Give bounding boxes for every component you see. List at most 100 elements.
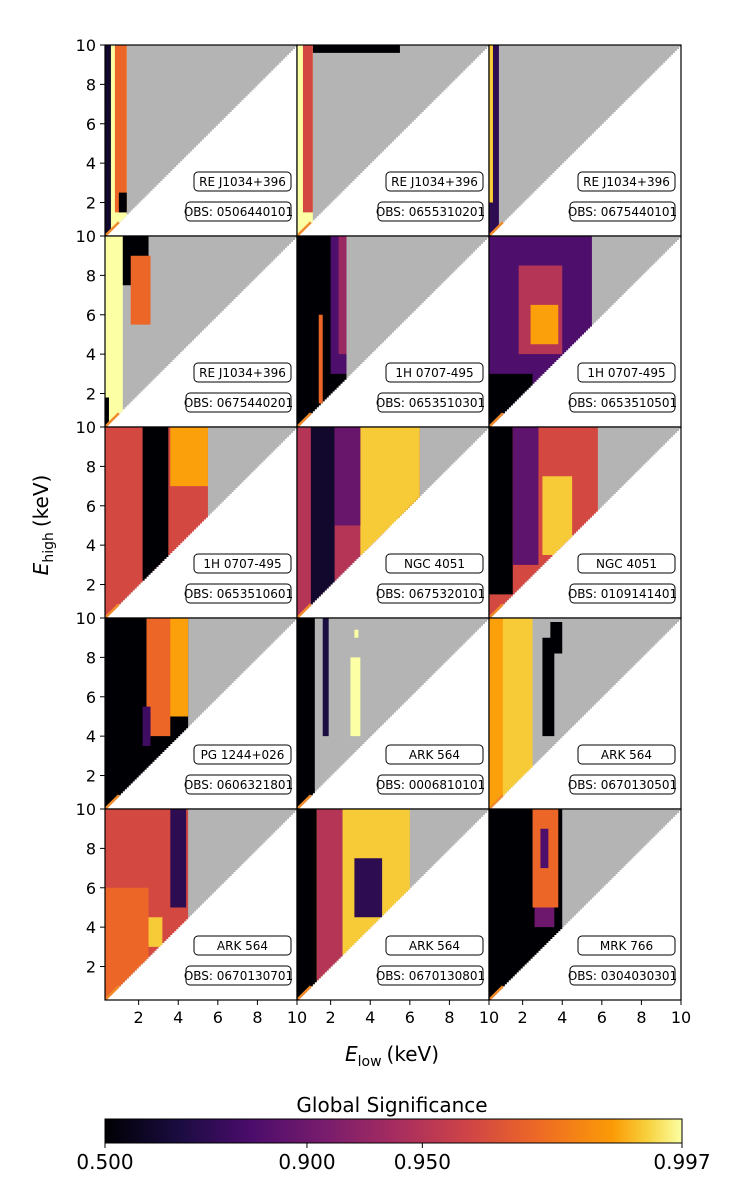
panel-frame <box>488 808 682 1001</box>
y-tick-label: 4 <box>86 154 96 173</box>
diagonal-line <box>489 221 504 236</box>
y-tick-label: 6 <box>86 688 96 707</box>
x-tick-label: 2 <box>326 1008 336 1027</box>
significance-region-3 <box>354 858 383 918</box>
colorbar <box>104 1118 683 1144</box>
significance-region-1 <box>105 397 109 427</box>
significance-region-2 <box>170 427 208 487</box>
significance-region-2 <box>550 621 563 654</box>
x-tick-label: 10 <box>287 1008 307 1027</box>
obs-box <box>185 392 292 413</box>
diagonal-line <box>489 412 504 427</box>
x-axis-label-unit: (keV) <box>387 1042 439 1066</box>
significance-region-1 <box>105 887 149 1000</box>
obs-label: OBS: 0109141401 <box>568 587 677 601</box>
obs-label: OBS: 0675440201 <box>184 396 293 410</box>
y-tick-label: 4 <box>86 918 96 937</box>
significance-region-2 <box>360 427 420 555</box>
y-axis-label-sub: high <box>41 532 57 563</box>
obs-label: OBS: 0670130701 <box>184 969 293 983</box>
y-axis-label: Ehigh (keV) <box>29 475 57 576</box>
significance-region-3 <box>318 314 323 404</box>
panel-8: NGC 4051 OBS: 0675320101 <box>296 426 490 619</box>
obs-label: OBS: 0653510501 <box>568 396 677 410</box>
x-tick-label: 8 <box>444 1008 454 1027</box>
source-label: ARK 564 <box>409 748 460 762</box>
significance-region-2 <box>146 618 171 737</box>
x-tick-label: 4 <box>557 1008 567 1027</box>
obs-box <box>185 774 292 795</box>
source-label: ARK 564 <box>217 939 268 953</box>
x-tick-label: 2 <box>518 1008 528 1027</box>
panel-13: ARK 564 OBS: 0670130701 2 4 6 8 10 2 4 6 8 10 <box>76 800 308 1027</box>
source-box <box>193 171 292 192</box>
colorbar-tick-label: 0.950 <box>394 1150 451 1174</box>
significance-region-2 <box>114 45 127 213</box>
significance-region-2 <box>534 907 555 928</box>
y-tick-label: 6 <box>86 879 96 898</box>
y-tick-label: 8 <box>86 266 96 285</box>
x-tick-label: 6 <box>597 1008 607 1027</box>
source-label: RE J1034+396 <box>199 366 286 380</box>
diagonal-line <box>297 603 312 618</box>
y-tick-label: 2 <box>86 958 96 977</box>
source-label: NGC 4051 <box>404 557 465 571</box>
diagonal-line <box>105 412 120 427</box>
masked-region <box>489 618 681 809</box>
significance-region-3 <box>489 373 533 427</box>
source-label: RE J1034+396 <box>583 175 670 189</box>
source-box <box>385 935 484 956</box>
panel-6: 1H 0707-495 OBS: 0653510501 <box>488 235 682 428</box>
source-box <box>193 553 292 574</box>
diagonal-line <box>489 794 504 809</box>
obs-label: OBS: 0675320101 <box>376 587 485 601</box>
diagonal-line <box>105 221 120 236</box>
obs-label: OBS: 0670130801 <box>376 969 485 983</box>
obs-box <box>569 583 676 604</box>
x-tick-label: 2 <box>134 1008 144 1027</box>
y-tick-label: 10 <box>76 609 96 628</box>
y-tick-label: 8 <box>86 75 96 94</box>
significance-region-3 <box>540 828 549 869</box>
obs-label: OBS: 0653510601 <box>184 587 293 601</box>
source-box <box>193 362 292 383</box>
obs-box <box>377 774 484 795</box>
source-label: 1H 0707-495 <box>203 557 281 571</box>
colorbar-title: Global Significance <box>296 1093 487 1117</box>
significance-region-1 <box>322 618 329 737</box>
source-box <box>385 171 484 192</box>
source-box <box>385 553 484 574</box>
panel-2: RE J1034+396 OBS: 0655310201 <box>296 44 490 237</box>
significance-region-1 <box>297 809 317 1000</box>
labels-layer: Ehigh (keV) Elow (keV) Global Significance… <box>29 475 711 1174</box>
y-axis-label-unit: (keV) <box>29 475 53 527</box>
y-tick-label: 2 <box>86 576 96 595</box>
masked-region <box>105 236 297 427</box>
source-box <box>385 362 484 383</box>
x-tick-label: 6 <box>405 1008 415 1027</box>
obs-box <box>569 201 676 222</box>
obs-label: OBS: 0006810101 <box>376 778 485 792</box>
colorbar-tick-label: 0.500 <box>76 1150 133 1174</box>
obs-label: OBS: 0606321801 <box>184 778 293 792</box>
diagonal-line <box>105 985 120 1000</box>
x-tick-label: 4 <box>365 1008 375 1027</box>
panel-9: NGC 4051 OBS: 0109141401 <box>488 426 682 619</box>
significance-region-3 <box>118 192 127 213</box>
masked-region <box>297 618 489 809</box>
y-axis-label-main: E <box>29 562 53 575</box>
significance-region-1 <box>542 637 555 737</box>
diagonal-line <box>105 603 120 618</box>
masked-region <box>297 45 489 236</box>
obs-box <box>185 583 292 604</box>
obs-box <box>569 774 676 795</box>
panel-1: RE J1034+396 OBS: 0506440101 2 4 6 8 10 <box>76 36 298 237</box>
x-axis-label-main: E <box>345 1042 358 1066</box>
panel-4: RE J1034+396 OBS: 0675440201 2 4 6 8 10 <box>76 227 298 428</box>
y-tick-label: 2 <box>86 767 96 786</box>
significance-region-2 <box>350 657 361 737</box>
obs-label: OBS: 0653510301 <box>376 396 485 410</box>
significance-region-2 <box>338 236 347 355</box>
